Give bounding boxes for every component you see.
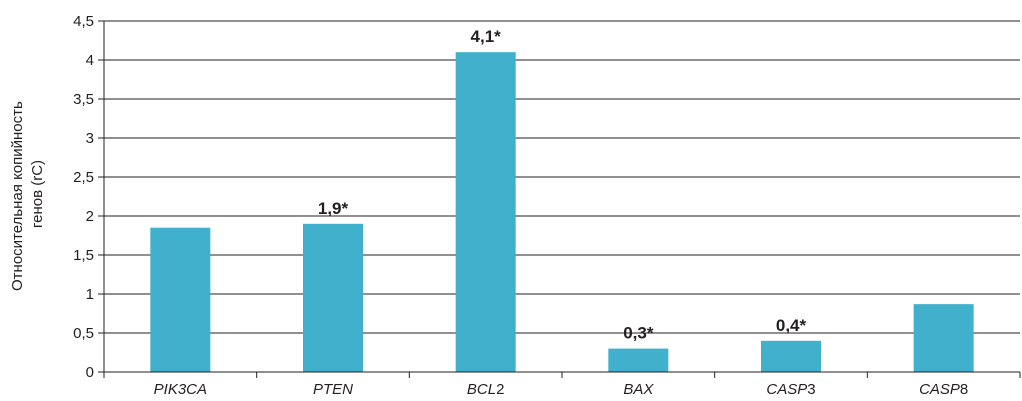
x-tick-label: CASP8 [919,381,968,398]
y-tick-label: 1,5 [73,247,94,264]
bar [608,348,669,372]
y-tick-label: 4 [86,52,94,69]
data-label: 0,4* [776,316,807,335]
y-tick-label: 0 [86,364,94,381]
y-tick-label: 3,5 [73,91,94,108]
x-tick-label: PIK3CA [154,381,207,398]
y-tick-label: 4,5 [73,13,94,30]
x-axis: PIK3CA PTEN BCL2 BAX CASP3 CASP8 [103,371,1021,398]
y-tick-label: 1 [86,286,94,303]
y-tick-label: 3 [86,130,94,147]
y-tick-label: 2 [86,208,94,225]
data-labels: 1,9* 4,1* 0,3* 0,4* [318,27,807,342]
bar [455,52,516,372]
bar [150,227,211,372]
y-tick-label: 2,5 [73,169,94,186]
data-label: 0,3* [623,324,654,343]
y-axis-ticks: 0 0,5 1 1,5 2 2,5 3 3,5 4 4,5 [73,13,105,381]
data-label: 4,1* [471,27,502,46]
y-axis-title: Относительная копийность генов (rC) [9,97,46,291]
x-tick-label: PTEN [313,381,353,398]
y-axis-title-line-2: генов (rC) [29,160,46,228]
bars [150,52,974,372]
x-tick-label: CASP3 [766,381,815,398]
y-axis-title-line-1: Относительная копийность [9,101,26,291]
y-tick-label: 0,5 [73,325,94,342]
x-tick-label: BAX [623,381,654,398]
bar [303,223,363,372]
x-tick-label: BCL2 [467,381,505,398]
bar [761,340,821,372]
data-label: 1,9* [318,199,349,218]
bar [913,304,974,372]
gridlines [104,20,1020,373]
